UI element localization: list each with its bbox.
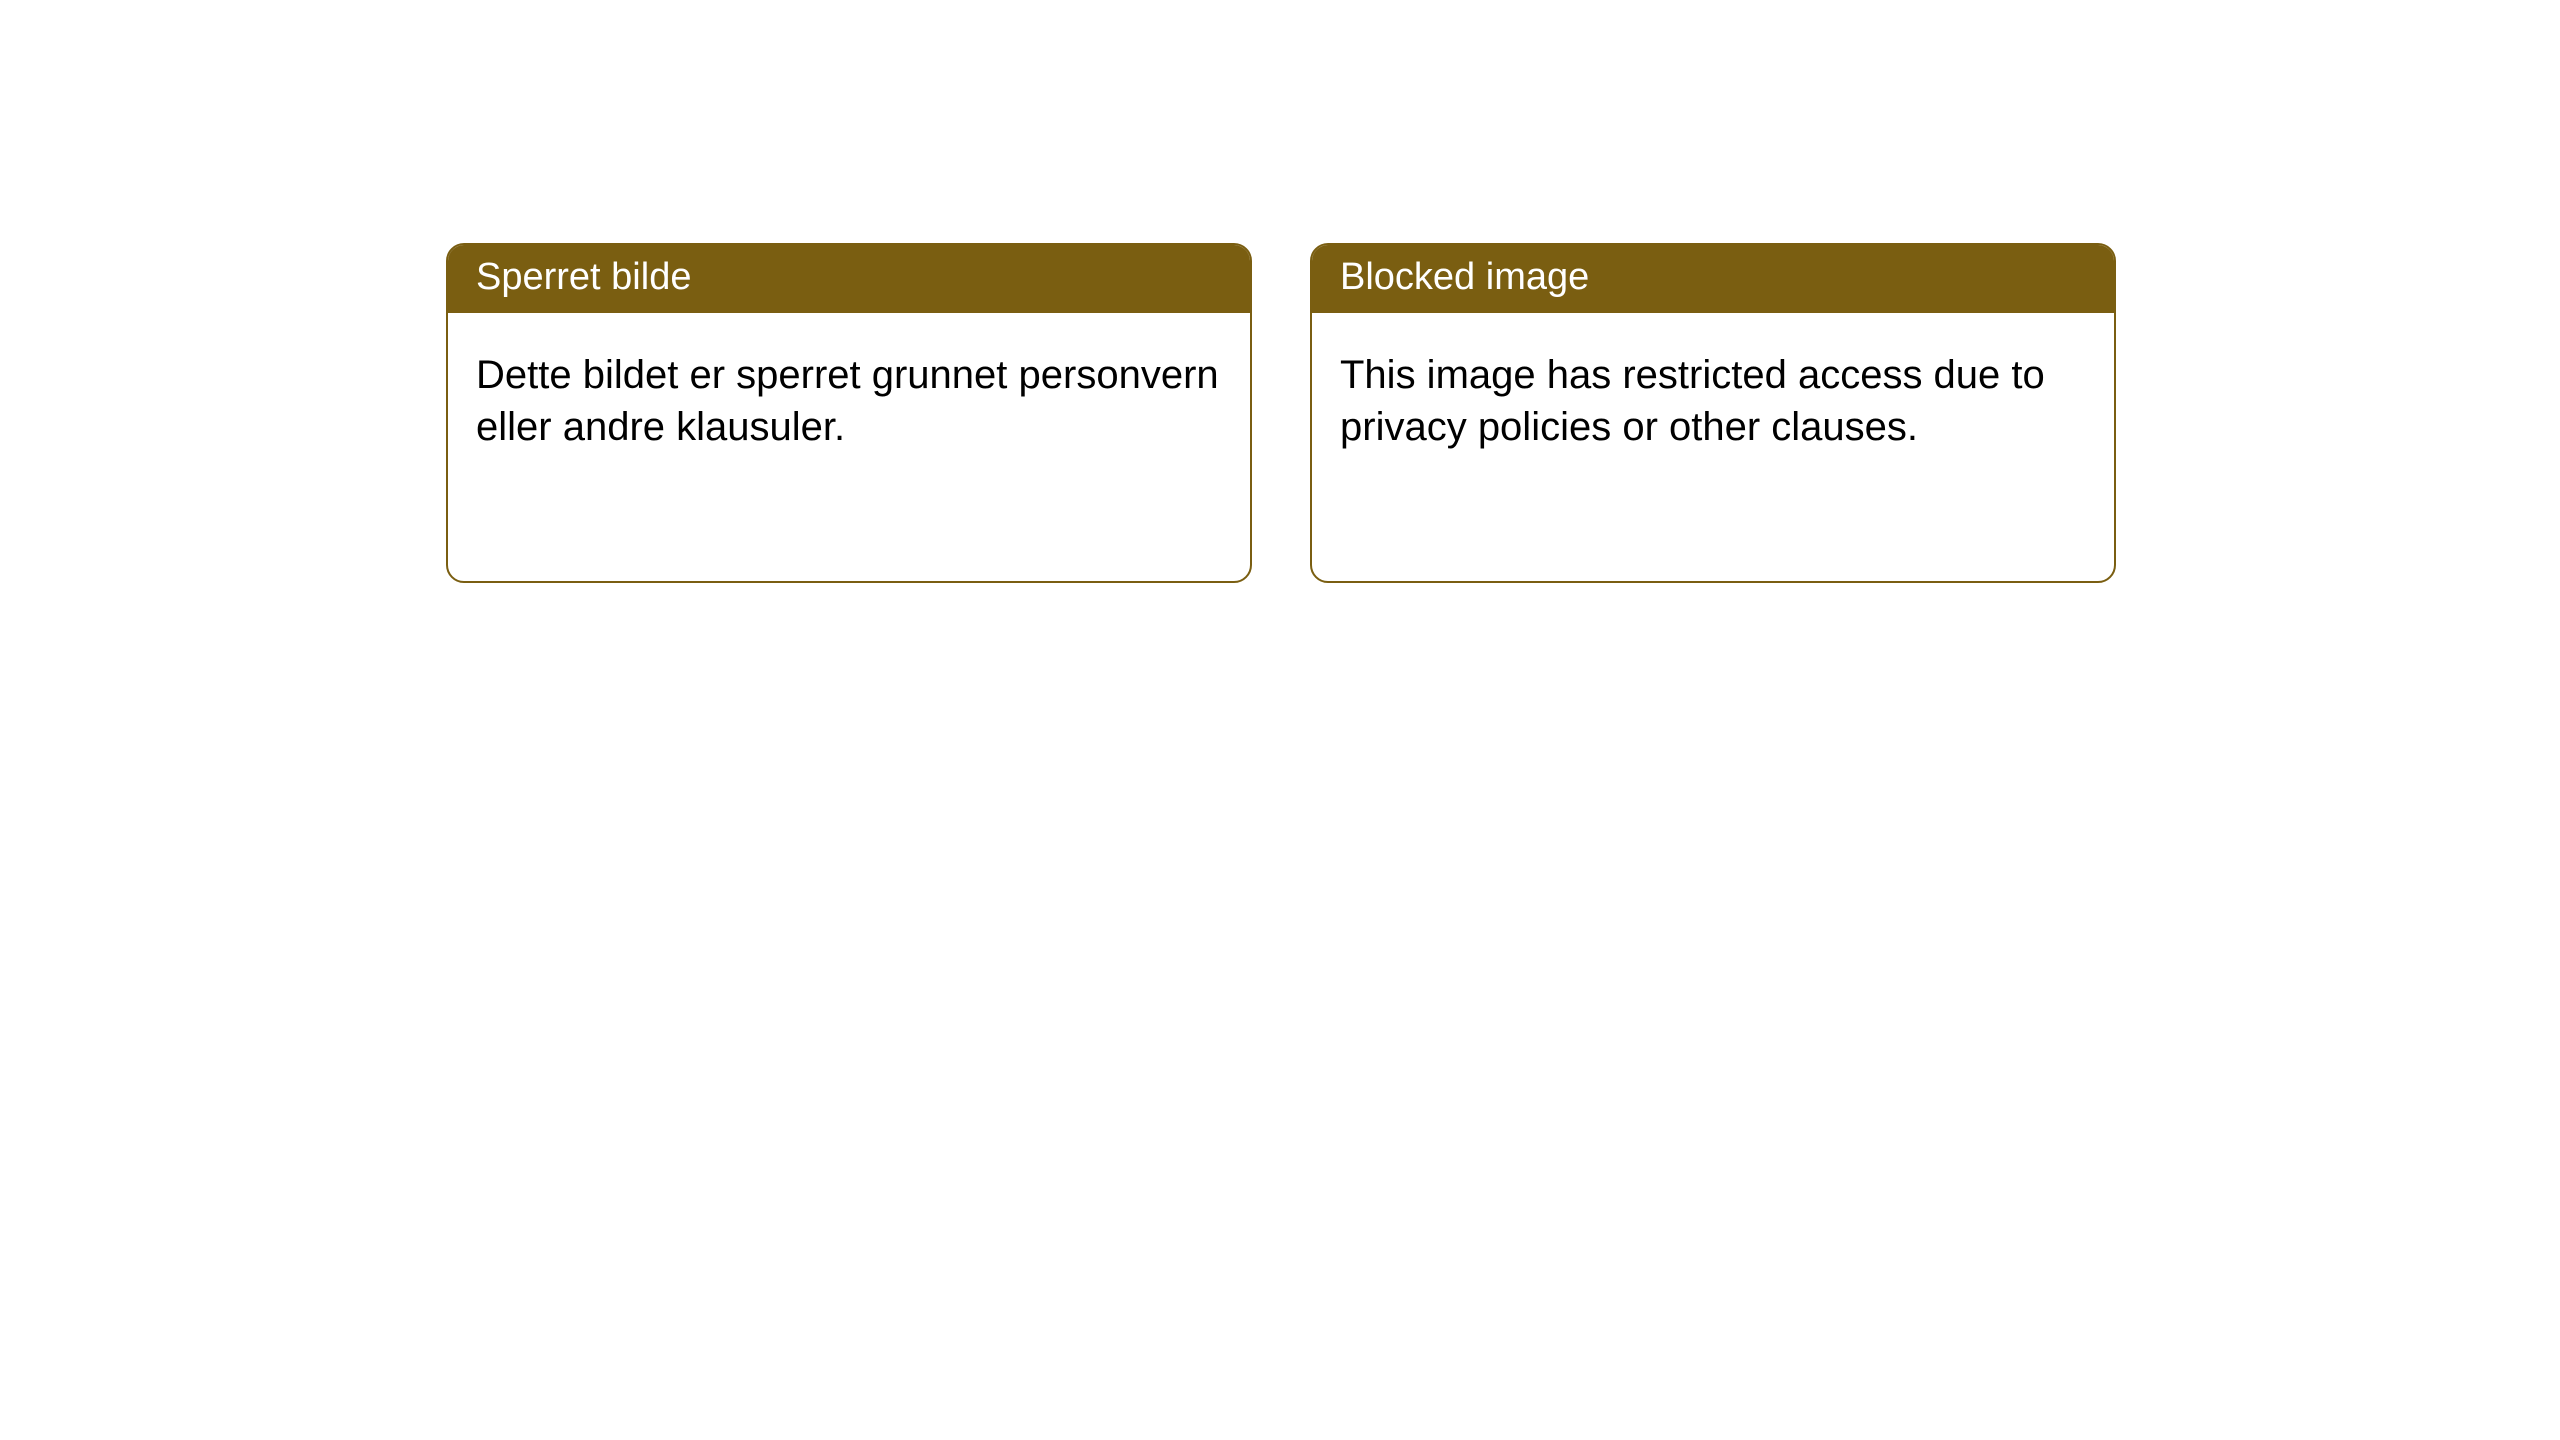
- card-body-text: This image has restricted access due to …: [1340, 353, 2045, 450]
- card-body: This image has restricted access due to …: [1312, 313, 2114, 483]
- card-header: Sperret bilde: [448, 245, 1250, 313]
- card-body: Dette bildet er sperret grunnet personve…: [448, 313, 1250, 483]
- notice-container: Sperret bilde Dette bildet er sperret gr…: [0, 0, 2560, 583]
- card-title: Blocked image: [1340, 256, 1589, 298]
- card-header: Blocked image: [1312, 245, 2114, 313]
- card-title: Sperret bilde: [476, 256, 691, 298]
- notice-card-english: Blocked image This image has restricted …: [1310, 243, 2116, 583]
- card-body-text: Dette bildet er sperret grunnet personve…: [476, 353, 1219, 450]
- notice-card-norwegian: Sperret bilde Dette bildet er sperret gr…: [446, 243, 1252, 583]
